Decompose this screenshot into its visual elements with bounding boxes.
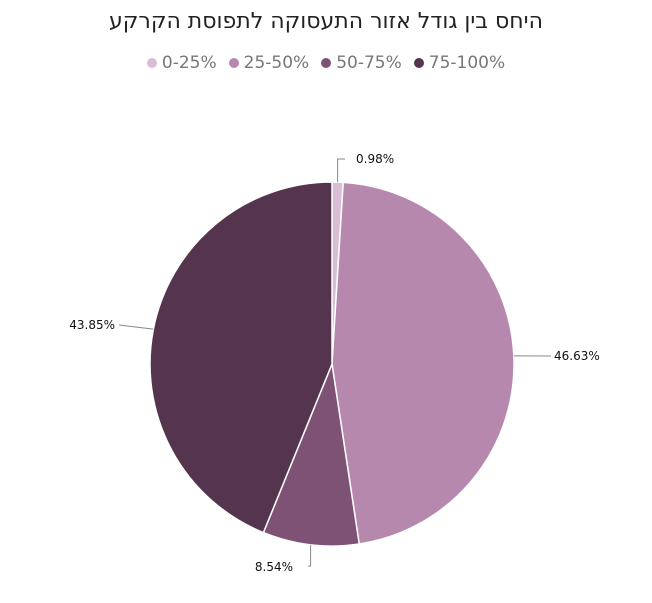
legend-swatch-50-75 (321, 58, 332, 68)
legend: 0-25% 25-50% 50-75% 75-100% (0, 53, 652, 73)
legend-label-0-25: 0-25% (161, 53, 217, 73)
legend-item-50-75[interactable]: 50-75% (321, 53, 402, 73)
legend-swatch-25-50 (228, 58, 239, 68)
pie-slices (149, 181, 515, 547)
slice-75-100[interactable] (149, 181, 333, 534)
legend-item-25-50[interactable]: 25-50% (228, 53, 310, 73)
legend-label-25-50: 25-50% (243, 53, 310, 73)
chart-title: היחס בין גודל אזור התעסוקה לתפוסת הקרקע (109, 9, 543, 34)
leader-0-25 (337, 158, 345, 183)
data-label-50-75: 8.54% (255, 560, 293, 574)
leader-50-75 (308, 544, 312, 567)
legend-label-50-75: 50-75% (336, 53, 402, 73)
slice-25-50[interactable] (331, 181, 515, 545)
legend-item-0-25[interactable]: 0-25% (146, 53, 217, 73)
legend-item-75-100[interactable]: 75-100% (413, 53, 506, 73)
slice-50-75[interactable] (262, 361, 361, 547)
leader-75-100 (118, 324, 154, 330)
data-label-25-50: 46.63% (554, 349, 600, 363)
leader-lines (118, 158, 552, 567)
legend-label-75-100: 75-100% (428, 53, 506, 73)
legend-swatch-75-100 (413, 58, 424, 68)
data-label-75-100: 43.85% (69, 318, 115, 332)
data-labels: 0.98% 46.63% 8.54% 43.85% (69, 152, 600, 574)
data-label-0-25: 0.98% (356, 152, 394, 166)
legend-swatch-0-25 (146, 58, 157, 68)
